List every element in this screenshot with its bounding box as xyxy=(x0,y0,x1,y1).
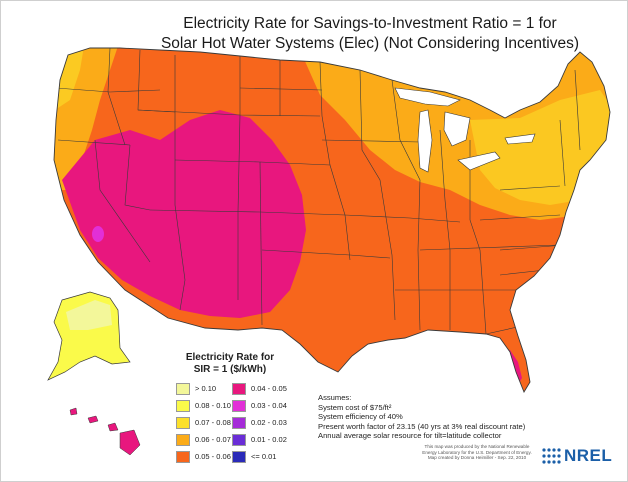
legend-label-5: 0.04 - 0.05 xyxy=(251,384,287,393)
lake-michigan xyxy=(417,109,433,173)
assumption-line-3: Annual average solar resource for tilt=l… xyxy=(318,431,502,441)
border-tn-ky xyxy=(419,244,561,251)
border-dakotas-east xyxy=(319,61,351,261)
legend-item-2: 0.07 - 0.08 xyxy=(176,416,231,429)
legend-swatch-8 xyxy=(232,433,246,446)
legend-item-6: 0.03 - 0.04 xyxy=(232,399,287,412)
border-ny-vt xyxy=(559,119,566,187)
hawaii-big-island xyxy=(119,429,141,456)
zone-california-peak xyxy=(92,226,104,242)
legend-swatch-0 xyxy=(176,382,190,395)
border-nm-tx xyxy=(259,161,263,326)
assumptions-block: Assumes: System cost of $75/ft² System e… xyxy=(318,393,525,441)
legend-item-9: <= 0.01 xyxy=(232,450,276,463)
map-title-line1: Electricity Rate for Savings-to-Investme… xyxy=(183,15,557,32)
border-mn-ia-mo xyxy=(359,69,396,321)
credit-line-0: This map was produced by the National Re… xyxy=(424,444,530,449)
map-title: Electricity Rate for Savings-to-Investme… xyxy=(110,14,628,54)
border-co-nm xyxy=(149,209,346,216)
assumptions-heading: Assumes: xyxy=(318,393,352,402)
credit-line-2: Map created by Donna Heimiller - Sep. 22… xyxy=(427,455,527,461)
legend-swatch-1 xyxy=(176,399,190,412)
nrel-logo-text: NREL xyxy=(564,446,613,465)
legend-item-7: 0.02 - 0.03 xyxy=(232,416,287,429)
assumption-line-2: Present worth factor of 23.15 (40 yrs at… xyxy=(318,421,526,431)
credit-note: This map was produced by the National Re… xyxy=(418,444,536,461)
legend-item-8: 0.01 - 0.02 xyxy=(232,433,287,446)
assumption-line-1: System efficiency of 40% xyxy=(318,412,403,422)
zone-southwest xyxy=(62,110,306,318)
legend-label-0: > 0.10 xyxy=(195,384,217,393)
great-lakes xyxy=(394,87,536,173)
legend-title: Electricity Rate for SIR = 1 ($/kWh) xyxy=(170,352,290,376)
legend-title-line1: Electricity Rate for xyxy=(185,352,275,363)
legend-swatch-5 xyxy=(232,382,246,395)
border-ca-nv xyxy=(94,139,151,263)
nrel-logo: NREL xyxy=(540,446,612,466)
assumption-line-0: System cost of $75/ft² xyxy=(318,402,392,412)
border-or-ca xyxy=(57,139,131,146)
legend-swatch-3 xyxy=(176,433,190,446)
border-wy-co-east xyxy=(237,56,241,300)
border-ne-ks xyxy=(321,139,421,143)
border-va-md xyxy=(479,214,561,221)
legend-swatch-9 xyxy=(232,450,246,463)
legend-label-9: <= 0.01 xyxy=(251,452,277,461)
hawaii-oahu xyxy=(87,415,99,424)
border-ut-co-west xyxy=(174,55,186,311)
nrel-dots-icon xyxy=(542,448,561,464)
credit-line-1: Energy Laboratory for the U.S. Departmen… xyxy=(422,449,532,455)
lake-erie xyxy=(457,151,501,171)
legend-label-4: 0.05 - 0.06 xyxy=(195,452,231,461)
border-nv-ut xyxy=(124,144,151,211)
legend-label-1: 0.08 - 0.10 xyxy=(195,401,231,410)
lake-ontario xyxy=(504,133,536,145)
zone-coast-washington xyxy=(54,48,85,110)
legend-label-3: 0.06 - 0.07 xyxy=(195,435,231,444)
alaska-north xyxy=(66,300,112,330)
legend-label-2: 0.07 - 0.08 xyxy=(195,418,231,427)
lake-superior xyxy=(394,87,461,107)
legend-swatch-6 xyxy=(232,399,246,412)
legend-item-0: > 0.10 xyxy=(176,382,216,395)
hawaii xyxy=(69,407,141,456)
legend-label-7: 0.02 - 0.03 xyxy=(251,418,287,427)
state-borders xyxy=(55,48,581,335)
legend-swatch-2 xyxy=(176,416,190,429)
lake-huron xyxy=(443,111,471,147)
border-nd-sd xyxy=(239,87,323,91)
border-pa-ny xyxy=(499,185,561,191)
legend-label-8: 0.01 - 0.02 xyxy=(251,435,287,444)
border-ok-tx xyxy=(261,249,391,259)
border-wi-il xyxy=(391,79,421,331)
legend-swatch-4 xyxy=(176,450,190,463)
border-oh-wv xyxy=(469,140,487,335)
border-nh-me xyxy=(574,69,581,151)
border-sc-nc xyxy=(499,269,546,276)
hawaii-kauai xyxy=(69,407,78,416)
legend-swatch-7 xyxy=(232,416,246,429)
legend-item-4: 0.05 - 0.06 xyxy=(176,450,231,463)
border-id-west xyxy=(107,48,126,146)
border-wa-or xyxy=(55,87,161,93)
hawaii-maui xyxy=(107,422,119,432)
legend-label-6: 0.03 - 0.04 xyxy=(251,401,287,410)
border-nc-va xyxy=(499,244,566,251)
legend-item-1: 0.08 - 0.10 xyxy=(176,399,231,412)
border-ks-ok xyxy=(344,214,461,223)
legend-item-5: 0.04 - 0.05 xyxy=(232,382,287,395)
legend-item-3: 0.06 - 0.07 xyxy=(176,433,231,446)
map-title-line2: Solar Hot Water Systems (Elec) (Not Cons… xyxy=(160,35,580,52)
legend-title-line2: SIR = 1 ($/kWh) xyxy=(193,364,267,375)
